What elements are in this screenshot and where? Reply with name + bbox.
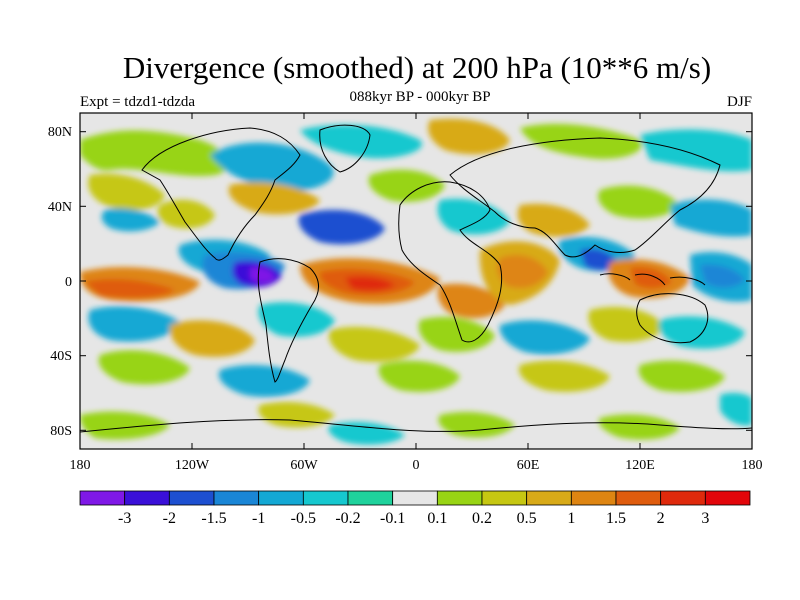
colorbar-swatch <box>392 490 438 506</box>
map-title: Divergence (smoothed) at 200 hPa (10**6 … <box>122 50 712 85</box>
coastlines <box>80 124 752 433</box>
colorbar-label: 0.1 <box>427 510 447 527</box>
colorbar-labels: -3 -2 -1.5 -1 -0.5 -0.2 -0.1 0.1 0.2 0.5… <box>118 510 709 527</box>
colorbar-label: 1.5 <box>606 510 626 527</box>
colorbar-label: 2 <box>657 510 665 527</box>
colorbar-label: -2 <box>163 510 176 527</box>
colorbar-swatch <box>258 490 304 506</box>
colorbar-label: -1.5 <box>201 510 226 527</box>
lat-label: 40N <box>48 200 72 215</box>
lat-label: 40S <box>50 349 72 364</box>
lon-label: 60E <box>517 458 540 473</box>
lon-label: 0 <box>413 458 420 473</box>
colorbar-swatch <box>660 490 706 506</box>
colorbar-swatch <box>481 490 528 506</box>
colorbar-swatch <box>213 490 260 506</box>
colorbar-label: -3 <box>118 510 131 527</box>
divergence-field <box>80 118 752 445</box>
colorbar-swatch <box>347 490 394 506</box>
colorbar-swatch <box>570 490 617 506</box>
lat-label: 80S <box>50 424 72 439</box>
lat-label: 80N <box>48 125 72 140</box>
colorbar-swatch <box>124 490 170 506</box>
experiment-label: Expt = tdzd1-tdzda <box>80 94 196 110</box>
lat-label: 0 <box>65 275 72 290</box>
lat-tick-marks <box>80 131 752 431</box>
colorbar-label: 0.5 <box>517 510 537 527</box>
colorbar-label: -0.2 <box>335 510 360 527</box>
colorbar-swatch <box>168 490 215 506</box>
colorbar-label: 0.2 <box>472 510 492 527</box>
colorbar <box>79 490 751 506</box>
colorbar-swatch <box>615 490 662 506</box>
colorbar-label: 1 <box>567 510 575 527</box>
lon-tick-marks <box>79 113 753 449</box>
lon-label: 180 <box>70 458 91 473</box>
lon-label: 180 <box>742 458 763 473</box>
colorbar-label: 3 <box>701 510 709 527</box>
lon-label: 120W <box>175 458 210 473</box>
colorbar-label: -1 <box>252 510 265 527</box>
season-label: DJF <box>726 94 752 110</box>
map-subtitle: 088kyr BP - 000kyr BP <box>349 89 491 105</box>
lon-label: 120E <box>625 458 655 473</box>
colorbar-swatch <box>302 490 349 506</box>
colorbar-swatch <box>526 490 572 506</box>
lon-label: 60W <box>290 458 318 473</box>
colorbar-swatch <box>436 490 483 506</box>
colorbar-swatch <box>79 490 126 506</box>
colorbar-swatch <box>704 490 751 506</box>
colorbar-label: -0.1 <box>380 510 405 527</box>
colorbar-label: -0.5 <box>291 510 316 527</box>
